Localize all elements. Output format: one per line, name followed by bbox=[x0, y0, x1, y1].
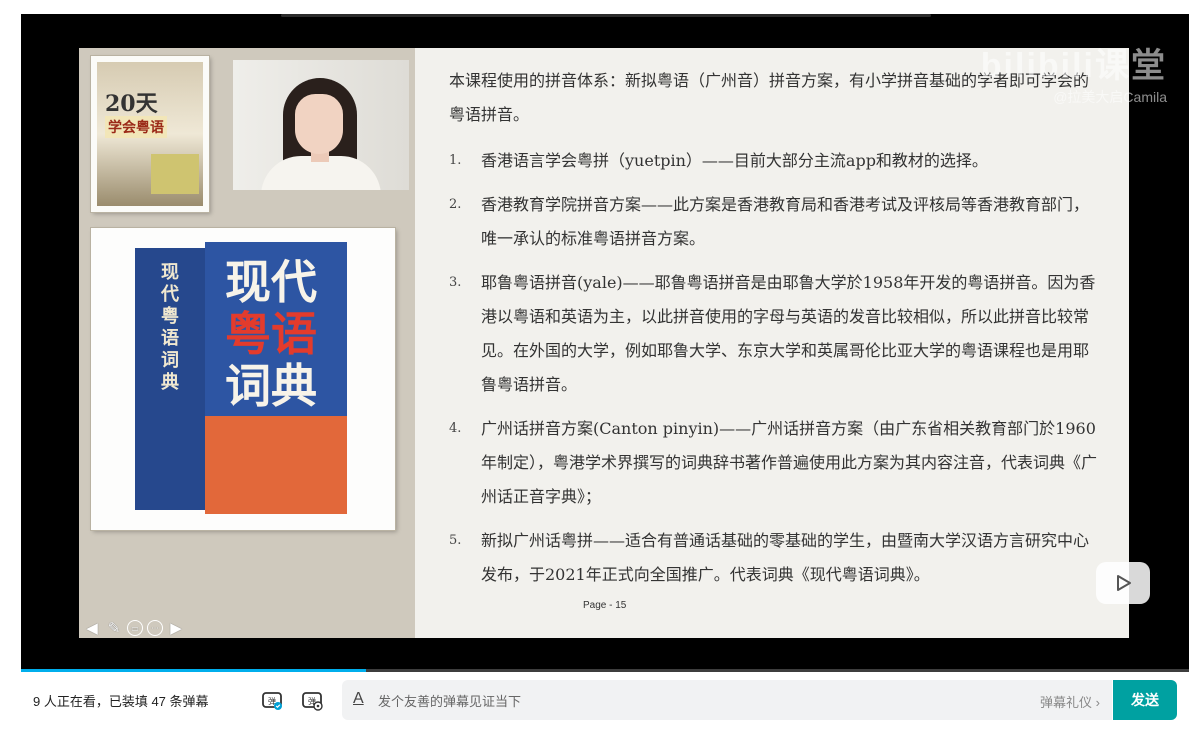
player-top-bar bbox=[281, 14, 931, 17]
watermark-user: @拉美大启Camila bbox=[1053, 89, 1167, 105]
viewer-count: 9 人正在看，已装填 47 条弹幕 bbox=[33, 694, 209, 709]
pinyin-list: 1. 香港语言学会粤拼（yuetpin）——目前大部分主流app和教材的选择。 … bbox=[449, 144, 1099, 602]
danmaku-settings-icon[interactable]: 弹 bbox=[299, 687, 325, 713]
watermark: bilibili课堂 @拉美大启Camila bbox=[981, 38, 1167, 107]
pencil-icon[interactable]: ✎ bbox=[107, 619, 121, 637]
slide-nav: ◀ ✎ ▭ ··· ▶ bbox=[79, 618, 185, 638]
list-item: 1. 香港语言学会粤拼（yuetpin）——目前大部分主流app和教材的选择。 bbox=[449, 151, 988, 170]
slide-right-panel: 本课程使用的拼音体系：新拟粤语（广州音）拼音方案，有小学拼音基础的学者即可学会的… bbox=[415, 48, 1129, 638]
presenter-video bbox=[233, 60, 409, 190]
bottom-bar: 9 人正在看，已装填 47 条弹幕 弹 弹 A 弹幕礼仪 › 发送 bbox=[21, 672, 1189, 728]
danmaku-input-box[interactable]: A 弹幕礼仪 › bbox=[342, 680, 1112, 722]
danmaku-etiquette-link[interactable]: 弹幕礼仪 › bbox=[1040, 695, 1100, 710]
book-small-title: 20天 bbox=[105, 91, 158, 117]
slide-left-panel: 20天 学会粤语 现代粤语词典 现代 粤语 bbox=[79, 48, 415, 638]
arrow-left-icon[interactable]: ◀ bbox=[86, 619, 98, 637]
book-spine-title: 现代粤语词典 bbox=[161, 262, 179, 393]
list-item: 5. 新拟广州话粤拼——适合有普通话基础的零基础的学生，由暨南大学汉语方言研究中… bbox=[449, 531, 1090, 584]
bilibili-logo: bilibili课堂 bbox=[980, 47, 1167, 85]
list-item: 4. 广州话拼音方案(Canton pinyin)——广州话拼音方案（由广东省相… bbox=[449, 419, 1098, 506]
arrow-right-icon[interactable]: ▶ bbox=[170, 619, 182, 637]
play-icon bbox=[1117, 575, 1131, 591]
book-cover-large: 现代粤语词典 现代 粤语 词典 bbox=[91, 228, 395, 530]
more-circle-icon[interactable]: ··· bbox=[147, 620, 163, 636]
page-number: Page - 15 bbox=[583, 600, 627, 611]
list-item: 2. 香港教育学院拼音方案——此方案是香港教育局和香港考试及评核局等香港教育部门… bbox=[449, 195, 1090, 248]
book-cover-small: 20天 学会粤语 bbox=[91, 56, 209, 212]
progress-fill bbox=[21, 669, 366, 672]
play-button[interactable] bbox=[1096, 562, 1150, 604]
menu-circle-icon[interactable]: ▭ bbox=[127, 620, 143, 636]
book-large-title: 现代 粤语 词典 bbox=[225, 255, 317, 413]
slide: 20天 学会粤语 现代粤语词典 现代 粤语 bbox=[79, 48, 1129, 638]
text-style-icon[interactable]: A bbox=[353, 690, 364, 707]
send-button[interactable]: 发送 bbox=[1113, 680, 1177, 720]
book-small-subtitle: 学会粤语 bbox=[105, 116, 167, 138]
svg-text:弹: 弹 bbox=[308, 696, 316, 706]
svg-text:弹: 弹 bbox=[268, 696, 276, 706]
video-player[interactable]: 20天 学会粤语 现代粤语词典 现代 粤语 bbox=[21, 14, 1189, 672]
danmaku-input[interactable] bbox=[376, 680, 940, 722]
danmaku-toggle-icon[interactable]: 弹 bbox=[259, 687, 285, 713]
slide-intro: 本课程使用的拼音体系：新拟粤语（广州音）拼音方案，有小学拼音基础的学者即可学会的… bbox=[449, 71, 1090, 124]
progress-bar[interactable] bbox=[21, 669, 1189, 672]
list-item: 3. 耶鲁粤语拼音(yale)——耶鲁粤语拼音是由耶鲁大学於1958年开发的粤语… bbox=[449, 273, 1096, 394]
